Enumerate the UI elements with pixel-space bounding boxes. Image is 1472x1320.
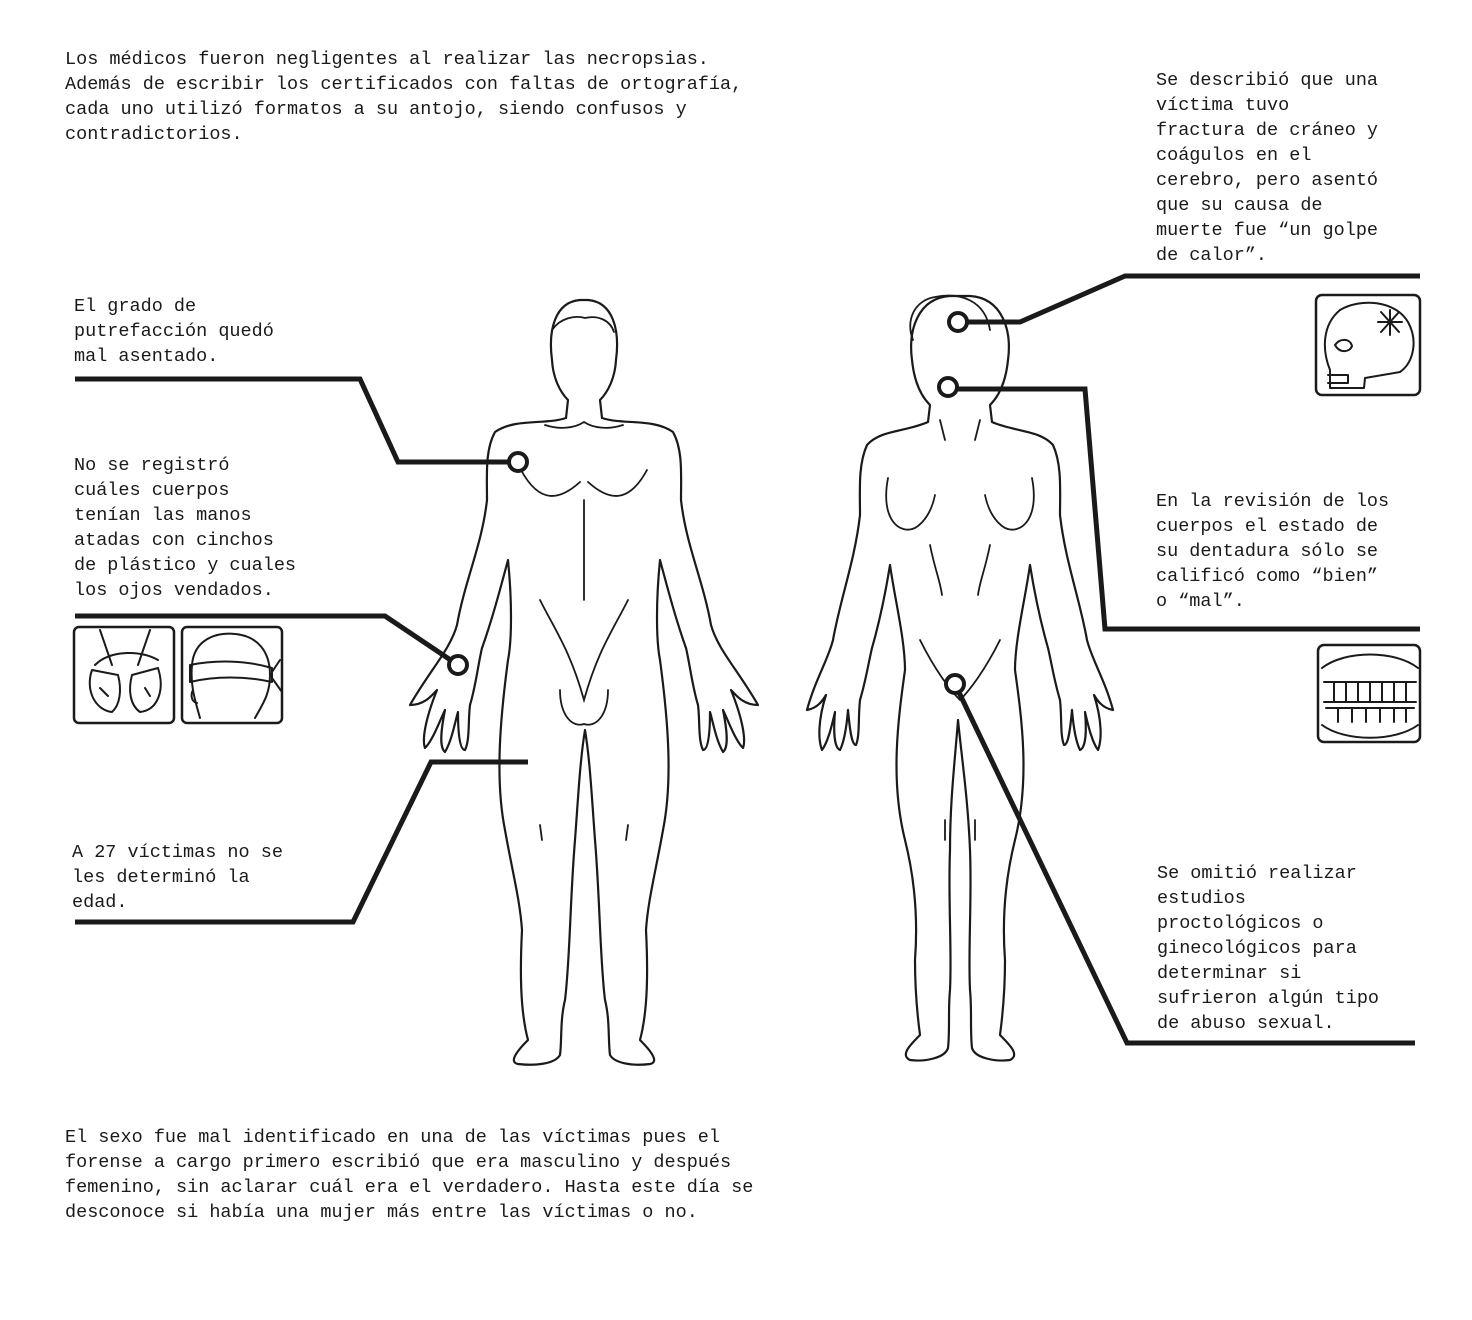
sexual-abuse-leader xyxy=(952,682,1415,1046)
hands-eyes-leader xyxy=(75,613,460,668)
putrefaction-leader xyxy=(75,376,518,465)
age-note: A 27 víctimas no se les determinó la eda… xyxy=(72,842,283,913)
sexual-abuse-note: Se omitió realizar estudios proctológico… xyxy=(1157,863,1380,1034)
jaw-marker xyxy=(937,376,959,398)
tied-hands-icon xyxy=(72,625,176,725)
sex-identification-note: El sexo fue mal identificado en una de l… xyxy=(65,1127,754,1223)
intro-note: Los médicos fueron negligentes al realiz… xyxy=(65,49,743,145)
teeth-note: En la revisión de los cuerpos el estado … xyxy=(1156,491,1390,612)
skull-leader xyxy=(958,273,1420,325)
shoulder-marker xyxy=(507,451,529,473)
pelvis-marker xyxy=(944,673,966,695)
wrist-marker xyxy=(447,654,469,676)
head-marker xyxy=(947,311,969,333)
putrefaction-note: El grado de putrefacción quedó mal asent… xyxy=(74,296,274,367)
fractured-skull-icon xyxy=(1314,293,1422,397)
teeth-leader xyxy=(948,386,1420,632)
blindfold-icon xyxy=(180,625,284,725)
hands-eyes-note: No se registró cuáles cuerpos tenían las… xyxy=(74,455,297,601)
male-figure xyxy=(408,298,760,1066)
leader-lines xyxy=(75,273,1420,1046)
age-leader xyxy=(75,759,528,925)
markers xyxy=(447,311,969,695)
teeth-icon xyxy=(1316,643,1422,744)
skull-note: Se describió que una víctima tuvo fractu… xyxy=(1156,70,1379,266)
